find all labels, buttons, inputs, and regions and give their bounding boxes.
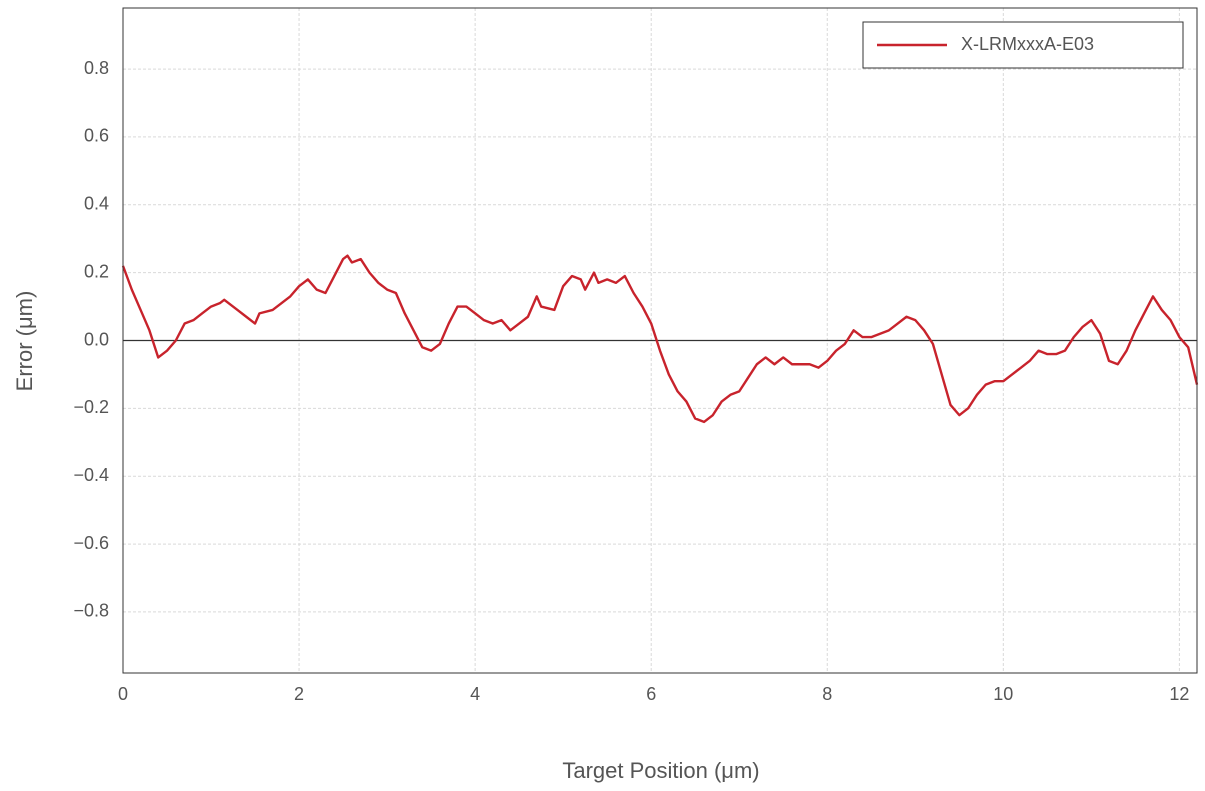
grid-layer: [122, 8, 1197, 673]
x-tick-label: 4: [470, 684, 480, 704]
x-tick-label: 2: [294, 684, 304, 704]
y-tick-label: 0.4: [84, 194, 109, 214]
y-tick-label: −0.2: [73, 397, 109, 417]
y-tick-label: −0.6: [73, 533, 109, 553]
legend-label: X-LRMxxxA-E03: [961, 34, 1094, 54]
plot-frame: [122, 7, 1198, 674]
y-tick-label: 0.2: [84, 261, 109, 281]
x-tick-label: 12: [1169, 684, 1189, 704]
y-axis-label: Error (μm): [12, 291, 37, 392]
x-tick-label: 8: [822, 684, 832, 704]
data-layer: [121, 254, 1199, 424]
x-tick-label: 0: [118, 684, 128, 704]
y-tick-label: 0.6: [84, 126, 109, 146]
x-tick-label: 6: [646, 684, 656, 704]
data-line: [121, 254, 1199, 424]
y-tick-label: 0.0: [84, 329, 109, 349]
legend: X-LRMxxxA-E03: [862, 21, 1184, 69]
x-tick-label: 10: [993, 684, 1013, 704]
x-axis-label: Target Position (μm): [562, 758, 759, 783]
y-tick-label: 0.8: [84, 58, 109, 78]
y-tick-label: −0.4: [73, 465, 109, 485]
y-tick-label: −0.8: [73, 601, 109, 621]
